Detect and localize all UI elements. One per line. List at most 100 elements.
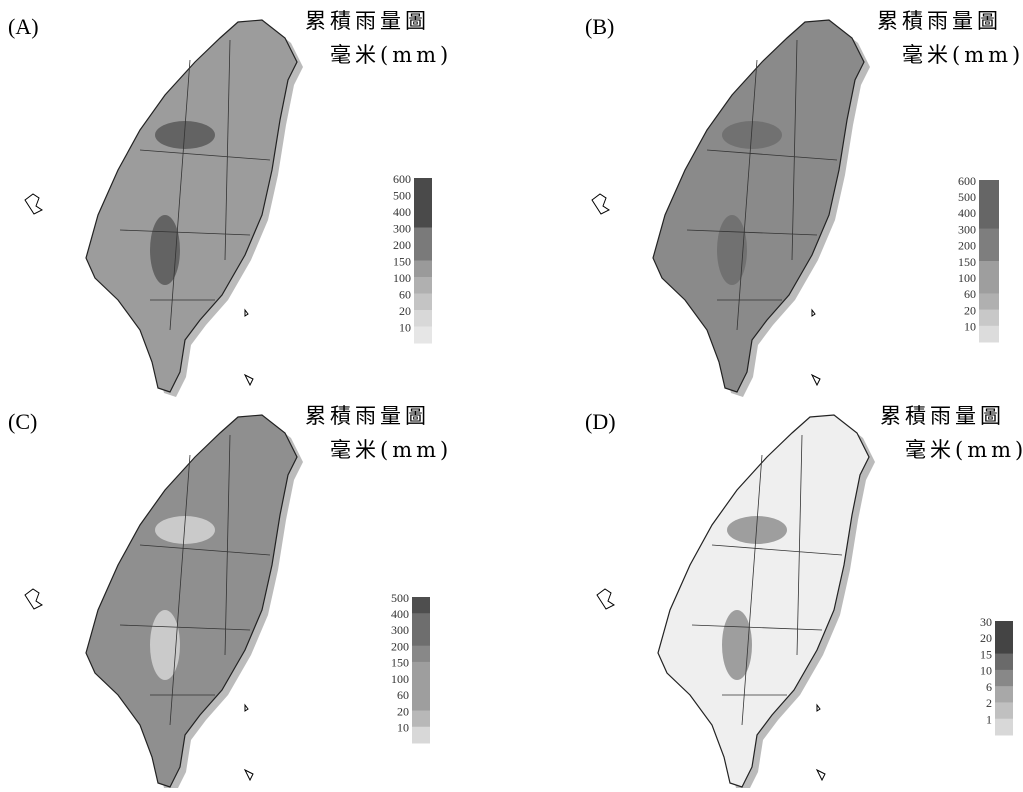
rain-area — [155, 516, 215, 544]
legend-label: 30 — [980, 615, 992, 629]
legend-swatch — [979, 325, 999, 343]
map-unit: 毫米(mm) — [330, 438, 452, 462]
legend-label: 20 — [399, 304, 411, 318]
map-title: 累積雨量圖 — [880, 404, 1005, 428]
legend-swatch — [414, 244, 432, 261]
taiwan-map — [24, 414, 303, 792]
legend-swatch — [412, 678, 430, 695]
legend-label: 300 — [393, 221, 411, 235]
legend-label: 100 — [958, 271, 976, 285]
legend-swatch — [412, 726, 430, 744]
legend-swatch — [995, 621, 1013, 638]
legend-label: 20 — [980, 631, 992, 645]
legend-label: 200 — [958, 239, 976, 253]
panel-label: (C) — [8, 409, 37, 434]
legend-swatch — [979, 180, 999, 197]
legend-label: 10 — [964, 320, 976, 334]
legend-swatch — [995, 686, 1013, 703]
rain-area — [722, 121, 782, 149]
panel-label: (D) — [585, 409, 616, 434]
islands — [24, 588, 254, 782]
islands — [596, 588, 826, 782]
legend-swatch — [995, 637, 1013, 655]
legend-label: 400 — [391, 607, 409, 621]
legend-swatch — [412, 645, 430, 663]
legend-label: 400 — [393, 205, 411, 219]
legend-swatch — [995, 669, 1013, 687]
legend-swatch — [414, 178, 432, 195]
rain-area — [717, 215, 747, 285]
legend-label: 300 — [958, 222, 976, 236]
rain-area — [727, 516, 787, 544]
legend-label: 15 — [980, 647, 992, 661]
legend-swatch — [414, 260, 432, 278]
legend-label: 20 — [397, 704, 409, 718]
legend-swatch — [995, 718, 1013, 736]
map-title: 累積雨量圖 — [305, 404, 430, 428]
legend-label: 500 — [393, 188, 411, 202]
legend-swatch — [412, 710, 430, 728]
panel-label: (A) — [8, 14, 39, 39]
legend-label: 10 — [397, 721, 409, 735]
legend-swatch — [979, 309, 999, 327]
legend-label: 500 — [391, 591, 409, 605]
legend-swatch — [414, 277, 432, 294]
legend-label: 2 — [986, 696, 992, 710]
legend-swatch — [995, 653, 1013, 671]
legend-swatch — [414, 310, 432, 327]
panel-label: (B) — [585, 14, 614, 39]
legend-swatch — [979, 277, 999, 294]
county-lines — [119, 434, 271, 726]
legend-swatch — [414, 326, 432, 344]
map-title: 累積雨量圖 — [877, 9, 1002, 33]
legend-swatch — [979, 261, 999, 278]
county-lines — [119, 39, 271, 331]
legend-swatch — [414, 211, 432, 228]
taiwan-map — [596, 414, 875, 792]
map-title: 累積雨量圖 — [305, 9, 430, 33]
rain-area — [150, 215, 180, 285]
legend-label: 600 — [393, 172, 411, 186]
county-lines — [686, 39, 838, 331]
legend-label: 20 — [964, 303, 976, 317]
taiwan-map — [591, 19, 870, 397]
legend-swatch — [414, 293, 432, 311]
legend-label: 1 — [986, 712, 992, 726]
legend-label: 10 — [399, 320, 411, 334]
legend-label: 150 — [391, 656, 409, 670]
legend-label: 100 — [391, 672, 409, 686]
islands — [24, 193, 254, 387]
map-unit: 毫米(mm) — [902, 43, 1023, 67]
legend-swatch — [412, 597, 430, 614]
legend-label: 150 — [393, 254, 411, 268]
legend-swatch — [412, 694, 430, 712]
legend-label: 500 — [958, 190, 976, 204]
legend-swatch — [979, 244, 999, 262]
legend-label: 400 — [958, 206, 976, 220]
legend-label: 200 — [393, 238, 411, 252]
legend-swatch — [979, 293, 999, 311]
legend-swatch — [979, 212, 999, 230]
legend-label: 300 — [391, 623, 409, 637]
legend-swatch — [412, 661, 430, 679]
rain-area — [150, 610, 180, 680]
map-unit: 毫米(mm) — [905, 438, 1023, 462]
county-lines — [691, 434, 843, 726]
legend-swatch — [995, 702, 1013, 720]
legend-swatch — [412, 629, 430, 647]
legend-label: 600 — [958, 174, 976, 188]
legend-swatch — [979, 228, 999, 246]
taiwan-map — [24, 19, 303, 397]
islands — [591, 193, 821, 387]
legend-swatch — [414, 227, 432, 245]
legend-label: 60 — [964, 287, 976, 301]
map-unit: 毫米(mm) — [330, 43, 452, 67]
legend-label: 100 — [393, 271, 411, 285]
legend-label: 150 — [958, 255, 976, 269]
legend-label: 6 — [986, 680, 992, 694]
legend-swatch — [412, 613, 430, 630]
